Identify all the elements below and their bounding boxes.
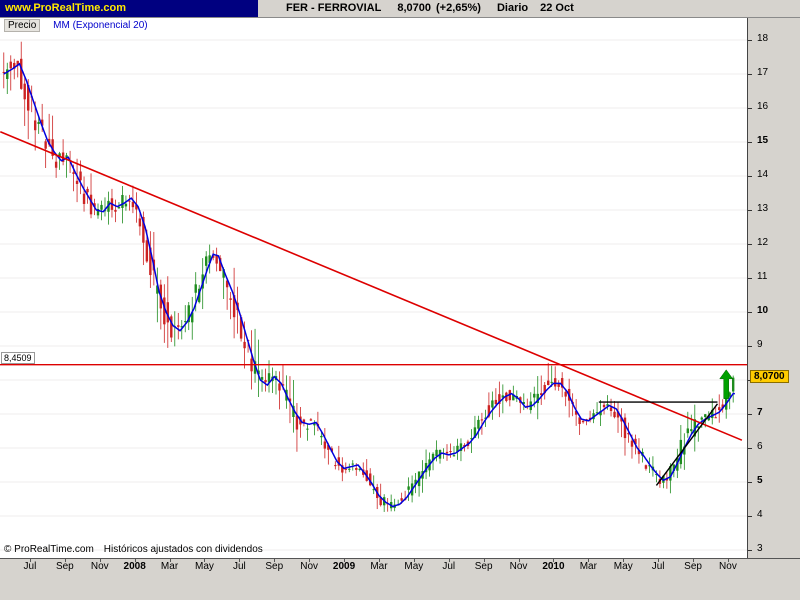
last-price: 8,0700 (397, 2, 431, 14)
y-axis-tick (748, 311, 752, 313)
pattern-line (655, 403, 719, 486)
y-axis-tick (748, 107, 752, 109)
y-axis-label: 18 (757, 33, 769, 44)
y-axis-tick (748, 175, 752, 177)
x-axis-tick (344, 559, 346, 562)
x-axis-label: May (613, 561, 633, 572)
y-axis-tick (748, 447, 752, 449)
x-axis-label: Mar (579, 561, 597, 572)
y-axis-label: 3 (757, 543, 763, 554)
x-axis-tick (274, 559, 276, 562)
x-axis-label: Mar (160, 561, 179, 572)
x-axis-tick (204, 559, 206, 562)
y-axis-label: 16 (757, 101, 769, 112)
x-axis-label: Nov (300, 561, 319, 572)
indicator-legend: Precio MM (Exponencial 20) (4, 19, 148, 32)
x-axis-label: May (194, 561, 214, 572)
x-axis-tick (413, 559, 415, 562)
x-axis-tick (518, 559, 520, 562)
y-axis-tick (748, 345, 752, 347)
y-axis-label: 11 (757, 271, 768, 282)
current-price-tag: 8,0700 (750, 369, 789, 383)
y-axis-label: 15 (757, 135, 769, 146)
x-axis-label: Nov (90, 561, 109, 572)
x-axis-tick (448, 559, 450, 562)
price-chart-svg[interactable] (0, 18, 747, 558)
x-axis-label: May (404, 561, 424, 572)
x-axis-label: 2008 (123, 561, 146, 572)
x-axis-tick (658, 559, 660, 562)
x-axis-label: Jul (651, 561, 665, 572)
x-axis-tick (134, 559, 136, 562)
y-axis-tick (748, 515, 752, 517)
price-change: (+2,65%) (436, 2, 481, 14)
ema-line (3, 62, 735, 508)
y-axis-tick (748, 549, 752, 551)
x-axis-label: Jul (23, 561, 37, 572)
x-axis-tick (623, 559, 625, 562)
x-axis-tick (588, 559, 590, 562)
copyright-text: © ProRealTime.com (4, 544, 94, 555)
x-axis-tick (64, 559, 66, 562)
y-axis-label: 5 (757, 475, 763, 486)
y-axis-tick (748, 277, 752, 279)
x-axis-label: Sep (55, 561, 74, 572)
x-axis-tick (483, 559, 485, 562)
y-axis-label: 12 (757, 237, 769, 248)
bottom-margin (0, 574, 800, 600)
x-axis-label: Jul (442, 561, 456, 572)
chart-title: FER - FERROVIAL 8,0700 (+2,65%) Diario 22 Oc… (258, 0, 800, 17)
x-axis-tick (99, 559, 101, 562)
price-pane-label: Precio (4, 19, 41, 32)
top-bar: www.ProRealTime.com FER - FERROVIAL 8,070… (0, 0, 800, 18)
y-axis-tick (748, 243, 752, 245)
y-axis-tick (748, 39, 752, 41)
y-axis-label: 7 (757, 407, 763, 418)
x-axis-label: Sep (474, 561, 493, 572)
x-axis-label: 2010 (542, 561, 565, 572)
x-axis-label: Sep (684, 561, 702, 572)
y-axis-label: 17 (757, 67, 769, 78)
y-axis-label: 14 (757, 169, 769, 180)
x-axis-label: Sep (265, 561, 284, 572)
x-axis-tick (239, 559, 241, 562)
x-axis-tick (693, 559, 695, 562)
x-axis-label: Jul (232, 561, 246, 572)
y-axis-label: 10 (757, 305, 769, 316)
ema-indicator-label: MM (Exponencial 20) (53, 20, 148, 31)
x-axis-label: Mar (370, 561, 388, 572)
chart-plot-area[interactable]: Precio MM (Exponencial 20) 8,4509 © ProR… (0, 18, 747, 558)
adjustment-note: Históricos ajustados con dividendos (103, 544, 263, 555)
instrument-name: FER - FERROVIAL (286, 2, 382, 14)
time-axis[interactable]: Jul Sep Nov 2008 Mar May Jul Sep Nov 2009 Mar May Ju… (0, 558, 800, 574)
y-axis-tick (748, 209, 752, 211)
last-date: 22 Oct (540, 2, 574, 14)
y-axis-label: 6 (757, 441, 763, 452)
x-axis-tick (29, 559, 31, 562)
copyright-note: © ProRealTime.com Históricos ajustados co… (4, 544, 273, 555)
timeframe: Diario (496, 2, 529, 14)
x-axis-tick (378, 559, 380, 562)
y-axis-tick (748, 481, 752, 483)
breakout-up-arrow (719, 369, 734, 399)
y-axis-tick (748, 73, 752, 75)
y-axis-label: 4 (757, 509, 763, 520)
level-price-label: 8,4509 (1, 351, 35, 364)
x-axis-tick (309, 559, 311, 562)
y-axis-label: 9 (757, 339, 763, 350)
x-axis-label: Nov (719, 561, 737, 572)
descending-trendline (0, 131, 743, 441)
x-axis-tick (169, 559, 171, 562)
x-axis-tick (727, 559, 729, 562)
x-axis-label: Nov (509, 561, 528, 572)
site-link[interactable]: www.ProRealTime.com (0, 0, 258, 17)
y-axis-tick (748, 141, 752, 143)
x-axis-tick (553, 559, 555, 562)
y-axis-label: 13 (757, 203, 769, 214)
x-axis-label: 2009 (332, 561, 356, 572)
price-axis[interactable]: 8,0700 3456789101112131415161718 (747, 18, 800, 558)
y-axis-tick (748, 413, 752, 415)
